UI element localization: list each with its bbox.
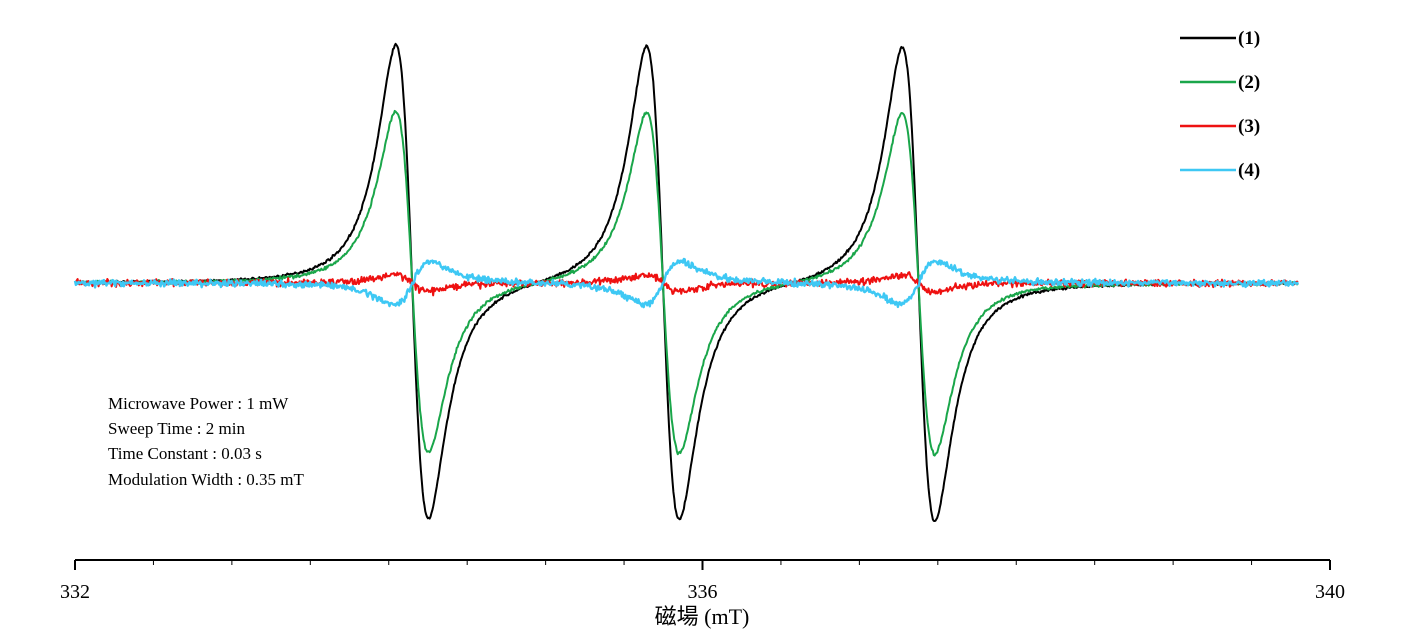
series-line-2 bbox=[74, 109, 1299, 457]
condition-modulation-width: Modulation Width : 0.35 mT bbox=[108, 470, 305, 489]
x-axis-title: 磁場 (mT) bbox=[655, 604, 750, 629]
measurement-conditions: Microwave Power : 1 mW Sweep Time : 2 mi… bbox=[108, 394, 305, 489]
legend-label-1: (1) bbox=[1238, 28, 1260, 49]
x-ticks: 332 336 340 bbox=[60, 560, 1345, 603]
legend: (1) (2) (3) (4) bbox=[1180, 28, 1260, 181]
condition-time-constant: Time Constant : 0.03 s bbox=[108, 444, 262, 463]
condition-sweep-time: Sweep Time : 2 min bbox=[108, 419, 245, 438]
series-line-4 bbox=[73, 257, 1300, 309]
legend-label-4: (4) bbox=[1238, 160, 1260, 181]
legend-label-3: (3) bbox=[1238, 116, 1260, 137]
x-tick-label: 340 bbox=[1315, 581, 1345, 603]
condition-microwave-power: Microwave Power : 1 mW bbox=[108, 394, 289, 413]
x-tick-label: 332 bbox=[60, 581, 90, 603]
x-axis: 332 336 340 磁場 (mT) bbox=[60, 559, 1345, 629]
x-tick-label: 336 bbox=[688, 581, 718, 603]
series-layer bbox=[73, 42, 1300, 523]
legend-label-2: (2) bbox=[1238, 72, 1260, 93]
